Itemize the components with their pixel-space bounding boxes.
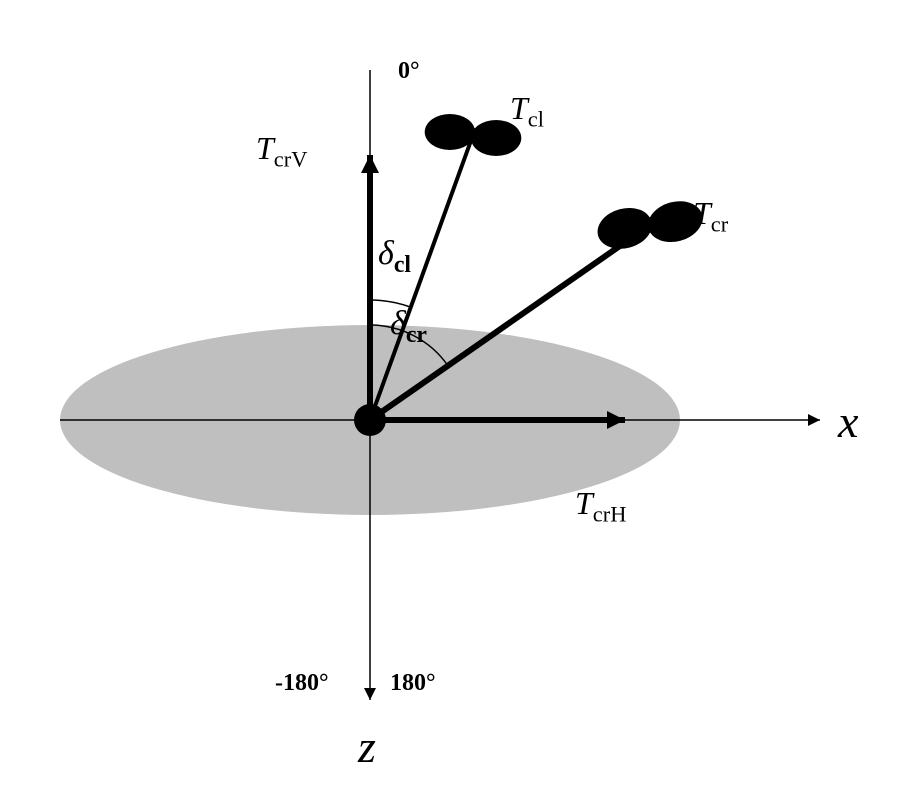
label-z_axis: z <box>358 720 376 773</box>
label-Tcl: Tcl <box>510 90 544 132</box>
label-pos180: 180° <box>390 670 436 697</box>
label-x_axis: x <box>838 395 858 448</box>
label-Tcr: Tcr <box>693 195 728 237</box>
label-delta_cr: δcr <box>390 305 427 349</box>
diagram-svg <box>0 0 908 794</box>
label-TcrV: TcrV <box>256 130 307 172</box>
label-neg180: -180° <box>275 670 329 697</box>
label-zero_deg: 0° <box>398 58 420 85</box>
label-TcrH: TcrH <box>575 485 626 527</box>
label-delta_cl: δcl <box>378 235 411 279</box>
